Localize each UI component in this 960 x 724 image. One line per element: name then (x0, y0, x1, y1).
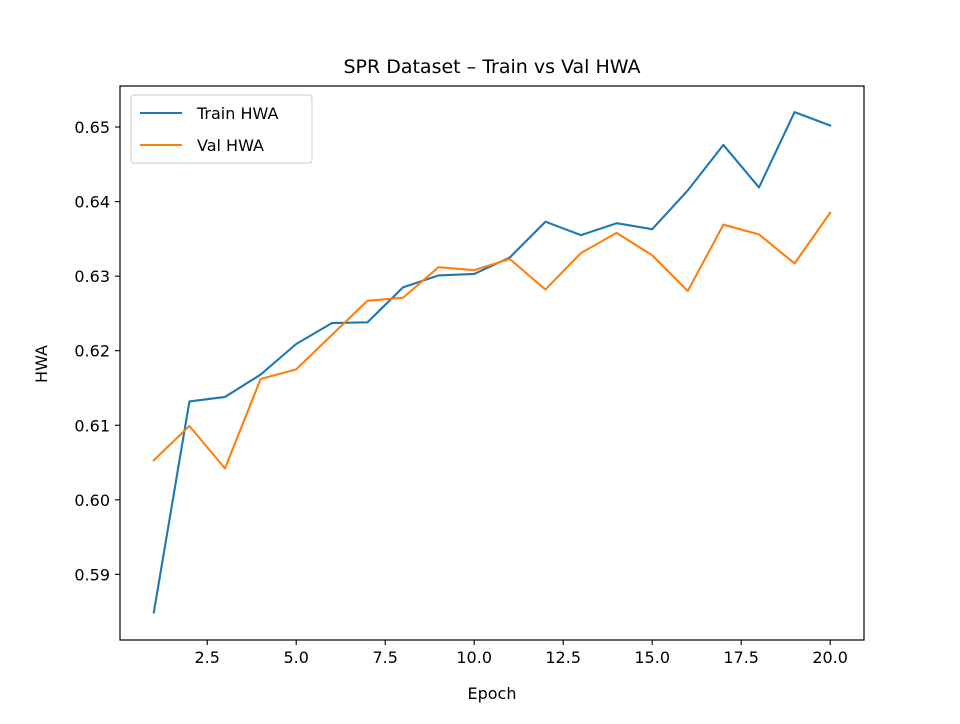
x-tick-label: 17.5 (723, 648, 759, 667)
y-axis: 0.59 0.60 0.61 0.62 0.63 0.64 0.65 (74, 118, 120, 584)
y-tick-label: 0.63 (74, 267, 110, 286)
x-tick-label: 5.0 (283, 648, 308, 667)
x-tick-label: 20.0 (812, 648, 848, 667)
chart-title: SPR Dataset – Train vs Val HWA (343, 56, 640, 78)
plot-area (119, 85, 865, 641)
y-tick-label: 0.62 (74, 342, 110, 361)
y-tick-label: 0.64 (74, 193, 110, 212)
y-tick-label: 0.59 (74, 565, 110, 584)
plot-frame (119, 85, 865, 641)
x-tick-label: 7.5 (372, 648, 397, 667)
x-tick-label: 10.0 (456, 648, 492, 667)
legend-label-train-hwa: Train HWA (196, 104, 278, 123)
y-tick-label: 0.65 (74, 118, 110, 137)
series-line-val-hwa (152, 211, 832, 470)
y-tick-label: 0.60 (74, 491, 110, 510)
x-axis: 2.5 5.0 7.5 10.0 12.5 15.0 17.5 20.0 (194, 640, 848, 667)
y-axis-label: HWA (32, 345, 51, 383)
y-tick-label: 0.61 (74, 416, 110, 435)
legend-label-val-hwa: Val HWA (197, 136, 264, 155)
x-tick-label: 2.5 (194, 648, 219, 667)
x-tick-label: 12.5 (545, 648, 581, 667)
series-layer (152, 111, 832, 614)
series-line-train-hwa (152, 111, 832, 614)
legend: Train HWA Val HWA (130, 94, 313, 164)
x-tick-label: 15.0 (634, 648, 670, 667)
x-axis-label: Epoch (468, 684, 517, 703)
